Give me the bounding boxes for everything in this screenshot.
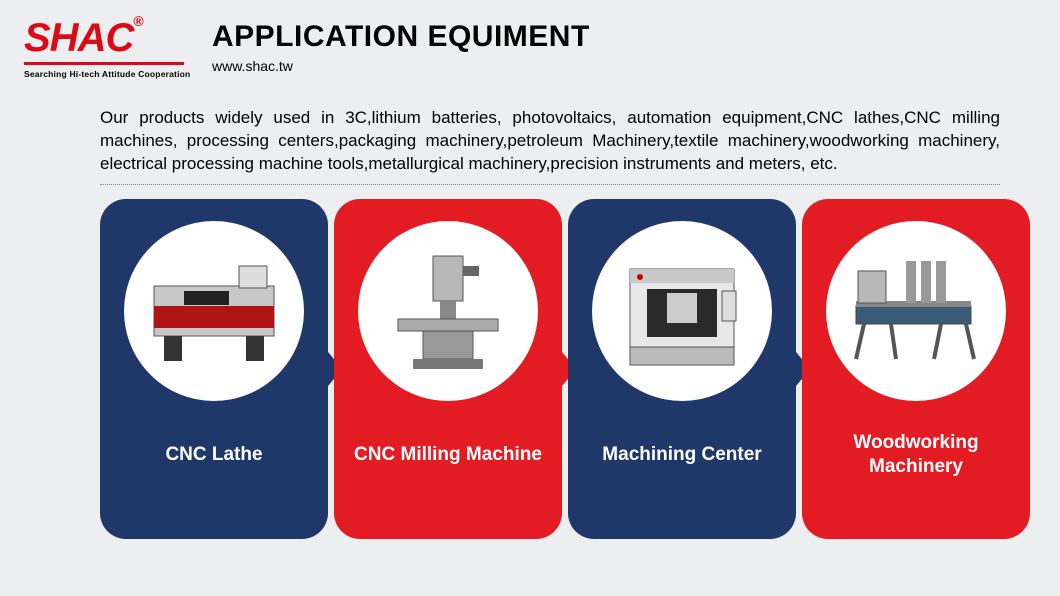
registered-mark: ® bbox=[133, 13, 142, 29]
logo-text: SHAC® bbox=[24, 18, 194, 58]
card-image-circle bbox=[358, 221, 538, 401]
cnc-lathe-icon bbox=[144, 251, 284, 371]
woodworking-icon bbox=[846, 251, 986, 371]
cnc-milling-icon bbox=[378, 251, 518, 371]
divider bbox=[100, 184, 1000, 185]
logo-underline bbox=[24, 62, 184, 65]
card-label: CNC Milling Machine bbox=[346, 443, 550, 467]
logo-tagline: Searching Hi-tech Attitude Cooperation bbox=[24, 69, 194, 79]
description-text: Our products widely used in 3C,lithium b… bbox=[100, 107, 1000, 176]
card-cnc-lathe: CNC Lathe bbox=[100, 199, 328, 539]
card-image-circle bbox=[592, 221, 772, 401]
card-image-circle bbox=[826, 221, 1006, 401]
logo-name: SHAC bbox=[24, 16, 133, 60]
machining-center-icon bbox=[612, 251, 752, 371]
card-label: Woodworking Machinery bbox=[802, 431, 1030, 479]
card-woodworking: Woodworking Machinery bbox=[802, 199, 1030, 539]
card-cnc-milling: CNC Milling Machine bbox=[334, 199, 562, 539]
page-title: APPLICATION EQUIMENT bbox=[212, 20, 590, 54]
card-image-circle bbox=[124, 221, 304, 401]
title-block: APPLICATION EQUIMENT www.shac.tw bbox=[212, 20, 590, 74]
card-machining-center: Machining Center bbox=[568, 199, 796, 539]
cards-row: CNC Lathe CNC Milling Machine bbox=[100, 199, 1060, 539]
header: SHAC® Searching Hi-tech Attitude Coopera… bbox=[0, 0, 1060, 79]
card-label: Machining Center bbox=[594, 443, 769, 467]
page-subtitle: www.shac.tw bbox=[212, 58, 590, 74]
card-label: CNC Lathe bbox=[157, 443, 270, 467]
logo: SHAC® Searching Hi-tech Attitude Coopera… bbox=[24, 18, 194, 79]
